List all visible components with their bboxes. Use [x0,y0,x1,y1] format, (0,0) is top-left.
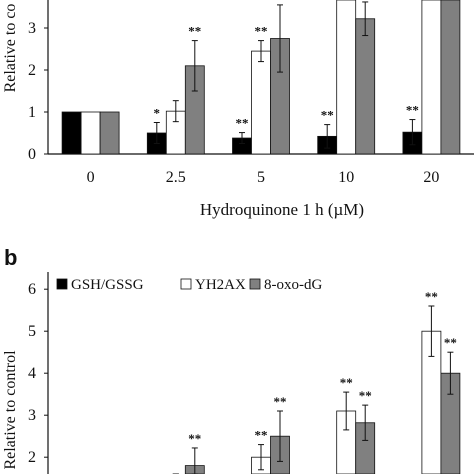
panel-b-significance-label: ** [425,289,438,304]
panel-b-y-tick-label: 5 [28,323,36,340]
panel-a-significance-label: ** [321,108,334,123]
panel-a-y-tick-label: 3 [28,20,36,37]
panel-b-y-tick-label: 4 [28,365,36,382]
panel-b-letter: b [4,245,17,270]
panel-b-y-tick-label: 6 [28,281,36,298]
legend-label: ΥH2AX [195,277,246,293]
panel-b-y-tick-label: 2 [28,449,36,466]
panel-b-significance-label: ** [255,428,268,443]
panel-b-significance-label: ** [188,431,201,446]
panel-b-legend: GSH/GSSG ΥH2AX 8-oxo-dG [56,277,322,293]
panel-b-significance-label: ** [340,375,353,390]
panel-b-y-axis-label: Relative to control [2,350,19,470]
panel-a-bar [61,111,82,155]
panel-a-y-axis-label: Relative to co [2,4,19,93]
panel-b-y-tick-label: 3 [28,407,36,424]
panel-b-chart: 2 3 4 5 6 Relative to control ** ** ** ** ** ** ** [2,272,461,474]
panel-a-x-axis-label: Hydroquinone 1 h (µM) [200,200,364,219]
legend-label: 8-oxo-dG [264,277,322,293]
panel-a-category-label: 20 [423,169,439,186]
panel-a-bar [440,0,461,155]
panel-a-bar [336,0,357,155]
panel-a-bar [80,111,101,155]
panel-a-category-label: 5 [257,169,265,186]
panel-a-category-label: 2.5 [166,169,186,186]
panel-a-significance-label: * [154,106,161,121]
panel-a-bar [421,0,442,155]
legend-swatch [56,278,68,290]
panel-a-significance-label: ** [406,103,419,118]
panel-a-bar [99,111,120,155]
legend-swatch [249,278,261,290]
panel-a-significance-label: ** [255,24,268,39]
panel-a-y-tick-label: 1 [28,104,36,121]
panel-b-significance-label: ** [274,394,287,409]
panel-a-y-tick-label: 2 [28,62,36,79]
panel-a-category-label: 10 [338,169,354,186]
panel-b-significance-label: ** [359,388,372,403]
panel-a-significance-label: ** [188,24,201,39]
panel-a-y-tick-label: 0 [28,146,36,163]
panel-b-significance-label: ** [444,335,457,350]
panel-a-bar [355,18,376,155]
legend-swatch [180,278,192,290]
panel-a-significance-label: ** [236,116,249,131]
legend-label: GSH/GSSG [71,277,144,293]
panel-a-category-label: 0 [87,169,95,186]
panel-a-bar [251,50,271,155]
